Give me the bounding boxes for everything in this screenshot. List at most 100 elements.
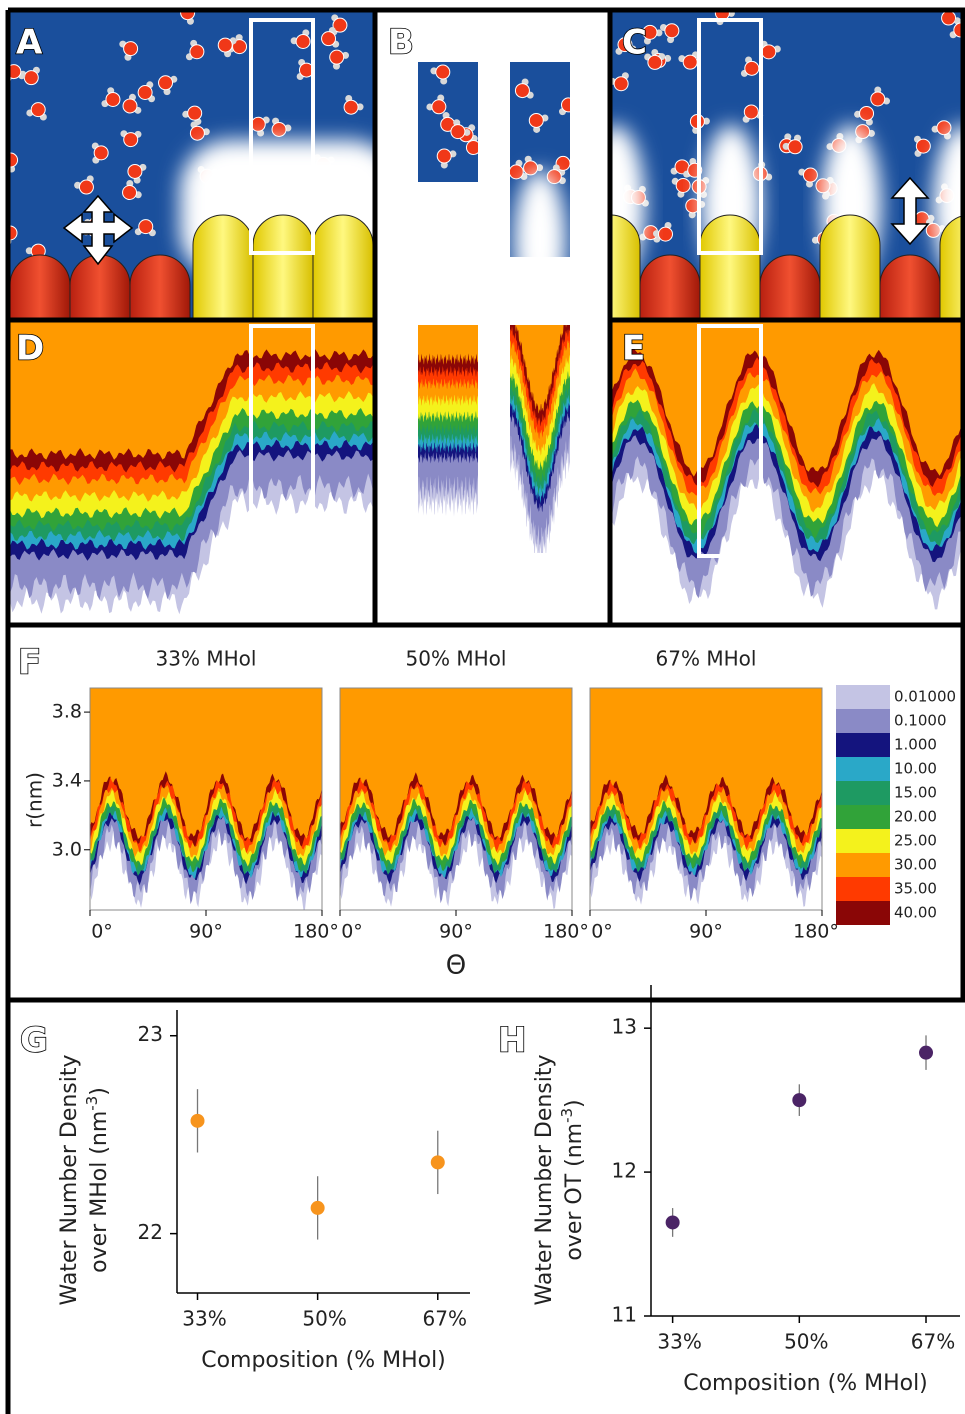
panel-letter: A [16,23,43,63]
x-tick-label: 90° [689,921,723,943]
panel-letter: D [16,329,44,369]
data-point [792,1093,807,1108]
oxygen [528,112,544,128]
y-label-text: ) [87,1087,112,1096]
x-tick-label: 180° [543,921,589,943]
y-tick-label: 23 [138,1022,163,1046]
panel-area [590,688,822,910]
colorbar-label: 1.000 [894,736,937,754]
y-tick-label: 3.0 [52,838,82,860]
arrow [890,176,930,246]
colorbar-swatch [836,877,890,901]
y-label-line: over MHol (nm-3) [83,1087,113,1273]
hydrogen [573,106,580,113]
oxygen [78,179,94,195]
oxygen [295,33,311,49]
pillar [10,254,71,318]
pillar [312,214,373,318]
colorbar-swatch [836,685,890,709]
colorbar-swatch [836,853,890,877]
contour-level [515,325,567,414]
data-point [919,1045,934,1060]
oxygen [187,105,203,121]
x-axis-label: Composition (% MHol) [683,1371,928,1396]
x-tick-label: 50% [784,1330,828,1354]
x-tick-label: 180° [793,921,839,943]
pillar [129,254,191,318]
pillar [639,254,701,318]
contour-level [340,688,572,839]
highlight-box [697,324,763,558]
oxygen [431,99,447,115]
oxygen [127,163,143,179]
oxygen [658,226,674,242]
x-axis-label: Composition (% MHol) [201,1348,446,1373]
colorbar-label: 15.00 [894,784,937,802]
subplot-title: 50% MHol [406,647,507,671]
oxygen [743,104,759,120]
oxygen [870,91,886,107]
y-axis-label: Water Number Density over MHol (nm-3) [57,1054,112,1305]
colorbar-swatch [836,709,890,733]
colorbar-label: 0.1000 [894,712,947,730]
oxygen [343,99,359,115]
panel-area [10,322,373,622]
panel-area [90,688,322,910]
y-label-sup: -3 [558,1108,576,1123]
data-point [190,1113,205,1128]
colorbar-swatch [836,781,890,805]
contour-level [90,688,322,840]
oxygen [761,44,777,60]
colorbar-swatch [836,757,890,781]
oxygen [30,102,46,118]
pillar [252,214,314,318]
oxygen [941,12,957,26]
x-tick-label: 90° [439,921,473,943]
panel-letter: C [622,23,647,63]
panel-letter: E [622,329,645,369]
x-tick-label: 0° [91,921,113,943]
oxygen [936,120,952,136]
oxygen [510,164,524,180]
data-point [665,1215,680,1230]
pillar [939,215,963,318]
oxygen [465,140,478,156]
data-point [310,1200,325,1215]
x-tick-label: 33% [657,1330,701,1354]
hydrogen [0,156,5,163]
oxygen [105,91,121,107]
hydrogen [479,147,486,154]
colorbar-label: 35.00 [894,880,937,898]
panel-letter: F [18,643,41,683]
colorbar-label: 0.01000 [894,688,956,706]
x-tick-label: 33% [182,1307,226,1331]
y-axis-label: r(nm) [23,772,47,828]
y-tick-label: 12 [612,1159,637,1183]
oxygen [787,139,803,155]
oxygen [436,148,452,164]
panel-letter: G [20,1021,48,1061]
y-tick-label: 22 [138,1220,163,1244]
panel-letter: H [498,1021,526,1061]
pillar [69,254,131,318]
oxygen [10,152,19,168]
oxygen [613,76,629,92]
oxygen [158,75,174,91]
x-tick-label: 0° [341,921,363,943]
pillar [759,254,821,318]
y-tick-label: 13 [612,1015,637,1039]
panel-area [340,688,572,910]
contour-level [418,325,478,366]
subplot-title: 33% MHol [156,647,257,671]
y-label-line: over OT (nm-3) [558,1099,588,1260]
y-label-text: over OT (nm [562,1123,587,1261]
x-tick-label: 0° [591,921,613,943]
oxygen [647,54,663,70]
oxygen [137,84,153,100]
oxygen [189,44,205,60]
colorbar-label: 30.00 [894,856,937,874]
oxygen [859,105,875,121]
oxygen [664,23,680,39]
colorbar-swatch [836,805,890,829]
